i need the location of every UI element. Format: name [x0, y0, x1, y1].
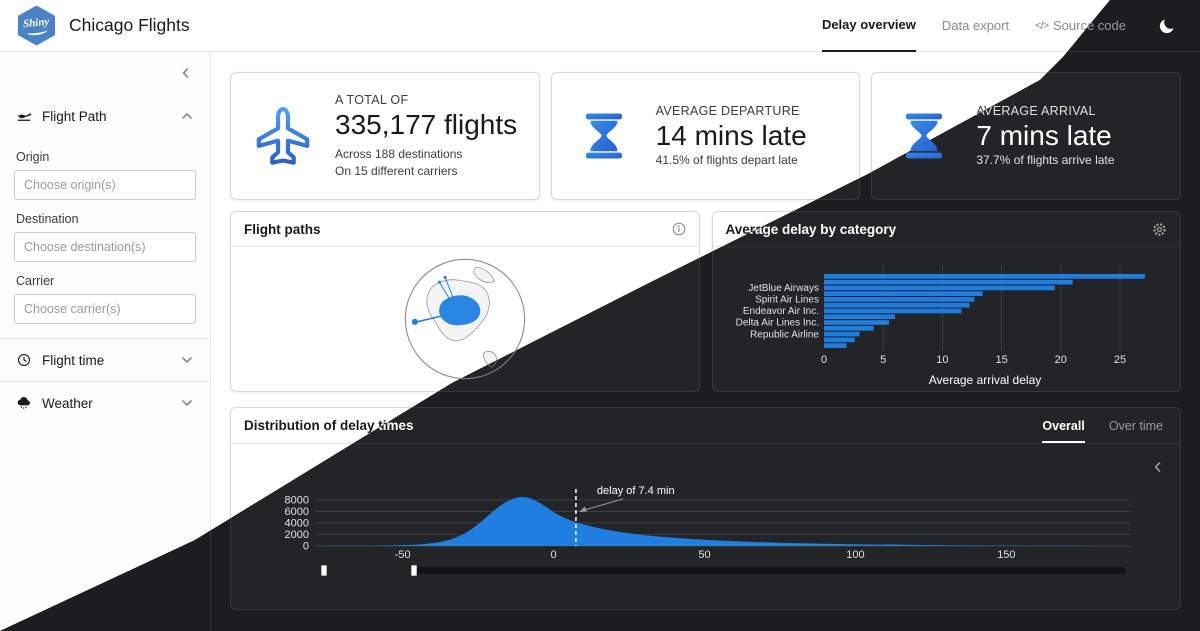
distribution-tabs: Overall Over time: [1042, 408, 1163, 443]
tab-delay-overview[interactable]: Delay overview: [821, 0, 916, 52]
svg-text:Republic Airline: Republic Airline: [750, 329, 819, 340]
svg-text:Endeavor Air Inc.: Endeavor Air Inc.: [742, 306, 818, 317]
value-box-kicker: AVERAGE ARRIVAL: [976, 103, 1096, 118]
value-box-content: A TOTAL OF 335,177 flights Across 188 de…: [335, 93, 517, 179]
carrier-label: Carrier: [16, 274, 55, 288]
svg-text:25: 25: [1113, 354, 1125, 366]
accordion-flight-path-label: Flight Path: [42, 108, 107, 124]
svg-text:4000: 4000: [285, 518, 309, 530]
accordion-flight-path[interactable]: Flight Path: [0, 96, 210, 136]
shiny-logo: Shiny: [18, 5, 55, 46]
chevron-down-icon: [182, 400, 192, 406]
value-box-note: Across 188 destinations: [335, 147, 463, 162]
svg-text:0: 0: [551, 549, 557, 561]
carrier-input[interactable]: [14, 294, 196, 324]
avg-delay-title: Average delay by category: [725, 221, 897, 237]
tab-data-export[interactable]: Data export: [941, 17, 1010, 33]
svg-text:10: 10: [936, 354, 948, 366]
flight-paths-card-header: Flight paths: [231, 212, 699, 247]
svg-text:delay of 7.4 min: delay of 7.4 min: [597, 485, 675, 497]
value-box-content: AVERAGE ARRIVAL 7 mins late 37.7% of fli…: [976, 104, 1114, 168]
clock-icon: [18, 354, 30, 366]
value-box-note: 37.7% of flights arrive late: [976, 153, 1115, 167]
origin-label: Origin: [16, 150, 50, 164]
hourglass-icon: [552, 109, 656, 163]
avg-delay-card-header: Average delay by category: [712, 212, 1180, 247]
flight-path-fields: Origin Destination Carrier: [0, 136, 210, 338]
value-box-value: 335,177 flights: [335, 109, 518, 141]
value-box-value: 14 mins late: [655, 119, 807, 151]
svg-text:Spirit Air Lines: Spirit Air Lines: [755, 295, 819, 306]
slider-track[interactable]: [416, 567, 1126, 574]
moon-icon: [1159, 18, 1174, 33]
flight-paths-title: Flight paths: [244, 221, 321, 237]
accordion-weather[interactable]: Weather: [0, 382, 210, 424]
brand: Shiny Chicago Flights: [18, 5, 190, 46]
destination-input[interactable]: [14, 232, 196, 262]
value-box-content: AVERAGE DEPARTURE 14 mins late 41.5% of …: [656, 104, 807, 168]
svg-text:2000: 2000: [285, 529, 309, 541]
svg-text:Average arrival delay: Average arrival delay: [928, 373, 1041, 387]
svg-text:8000: 8000: [285, 495, 309, 507]
filters-sidebar: Flight Path Origin Destination Carrier: [0, 52, 211, 631]
value-box-kicker: AVERAGE DEPARTURE: [655, 103, 800, 118]
value-box-note: 41.5% of flights depart late: [655, 153, 798, 167]
chevron-up-icon: [182, 113, 192, 119]
svg-text:0: 0: [820, 354, 826, 366]
code-icon: </>: [1035, 19, 1049, 32]
chevron-left-icon: [1154, 462, 1161, 472]
accordion-flight-time[interactable]: Flight time: [0, 339, 210, 381]
slider-handle-from[interactable]: [411, 565, 417, 576]
info-icon[interactable]: [672, 222, 686, 236]
value-box-avg-departure: AVERAGE DEPARTURE 14 mins late 41.5% of …: [550, 72, 861, 200]
svg-text:-50: -50: [395, 549, 411, 561]
tab-over-time[interactable]: Over time: [1108, 418, 1163, 433]
cloud-rain-icon: [17, 397, 30, 409]
svg-text:Delta Air Lines Inc.: Delta Air Lines Inc.: [735, 318, 818, 329]
svg-text:100: 100: [846, 549, 864, 561]
navbar: Shiny Chicago Flights Delay overview Dat…: [0, 0, 1200, 52]
svg-text:20: 20: [1054, 354, 1066, 366]
slider-handle-min[interactable]: [321, 565, 327, 576]
plane-departure-icon: [17, 113, 32, 121]
plane-icon: [231, 103, 335, 169]
value-box-kicker: A TOTAL OF: [335, 93, 409, 108]
distribution-title: Distribution of delay times: [244, 418, 414, 433]
card-sidebar-toggle[interactable]: [1152, 460, 1164, 477]
chevron-left-icon: [182, 68, 189, 78]
sidebar-collapse-button[interactable]: [178, 64, 194, 85]
value-box-total-flights: A TOTAL OF 335,177 flights Across 188 de…: [230, 72, 540, 200]
value-box-note: On 15 different carriers: [335, 163, 458, 178]
svg-text:JetBlue Airways: JetBlue Airways: [748, 283, 819, 294]
delay-range-slider: [231, 562, 1180, 578]
origin-input[interactable]: [14, 170, 196, 200]
accordion-flight-time-label: Flight time: [42, 352, 105, 368]
svg-text:5: 5: [880, 354, 886, 366]
divider: [0, 338, 210, 339]
distribution-card: Distribution of delay times Overall Over…: [230, 407, 1181, 610]
svg-text:15: 15: [995, 354, 1007, 366]
svg-text:50: 50: [698, 549, 710, 561]
value-box-value: 7 mins late: [976, 119, 1112, 151]
svg-text:150: 150: [997, 549, 1015, 561]
chevron-down-icon: [182, 357, 192, 363]
page-title: Chicago Flights: [69, 15, 190, 35]
gear-icon[interactable]: [1152, 222, 1167, 237]
svg-text:6000: 6000: [285, 506, 309, 518]
svg-text:0: 0: [303, 541, 309, 553]
divider: [0, 381, 210, 382]
tab-overall[interactable]: Overall: [1042, 408, 1085, 443]
dark-mode-toggle[interactable]: [1152, 11, 1182, 41]
accordion-weather-label: Weather: [42, 395, 93, 411]
destination-label: Destination: [16, 212, 79, 226]
